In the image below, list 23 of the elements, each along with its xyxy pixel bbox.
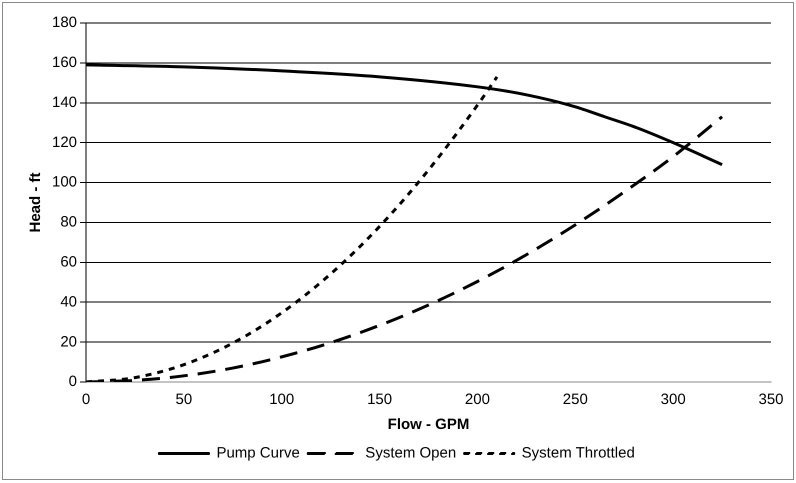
y-tick-label: 60 [60, 253, 78, 270]
y-tick-label: 20 [60, 333, 78, 350]
x-tick-label: 250 [562, 391, 588, 408]
legend-label: Pump Curve [216, 444, 300, 462]
y-tick-label: 100 [52, 174, 78, 191]
legend-label: System Throttled [522, 444, 635, 462]
y-tick-label: 80 [60, 214, 78, 231]
x-tick-label: 100 [269, 391, 294, 408]
y-tick-label: 160 [52, 54, 78, 72]
x-tick-label: 50 [176, 391, 192, 408]
y-tick-label: 40 [60, 293, 78, 310]
y-axis-title: Head - ft [27, 172, 44, 232]
x-tick-label: 150 [367, 391, 392, 408]
x-axis-title: Flow - GPM [388, 416, 470, 434]
x-tick-label: 350 [758, 391, 784, 408]
x-tick-label: 300 [660, 391, 686, 408]
legend-label: System Open [365, 444, 456, 462]
y-tick-label: 140 [52, 94, 78, 111]
x-tick-label: 0 [82, 391, 90, 408]
x-tick-label: 200 [464, 391, 490, 408]
y-tick-label: 120 [52, 134, 78, 151]
y-tick-label: 0 [68, 373, 78, 390]
y-tick-label: 180 [52, 14, 78, 32]
